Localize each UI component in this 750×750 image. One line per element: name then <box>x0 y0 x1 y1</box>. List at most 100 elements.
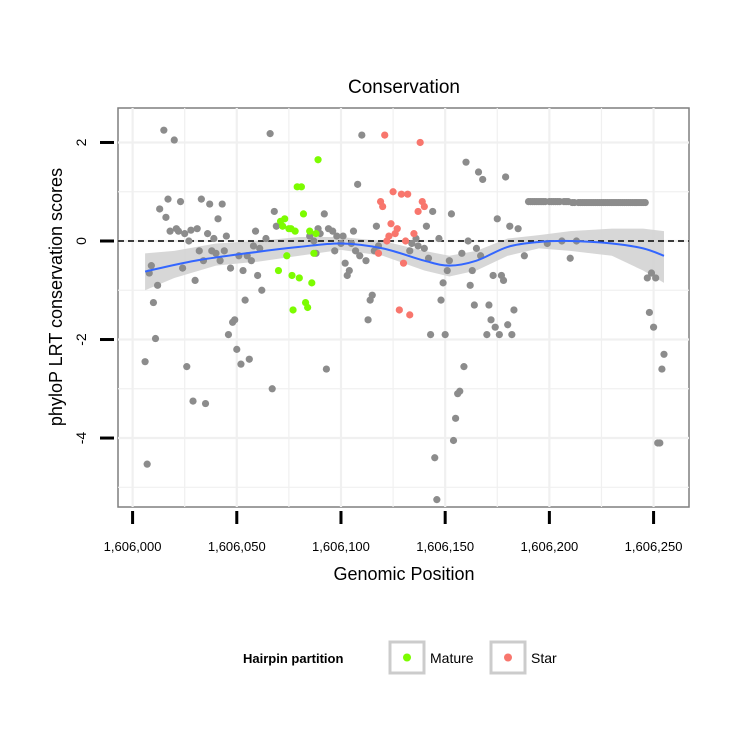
point-other <box>354 180 362 188</box>
point-other <box>339 232 347 240</box>
chart-title: Conservation <box>348 77 460 98</box>
point-other <box>368 291 376 299</box>
point-other <box>222 232 230 240</box>
y-axis-label: phyloP LRT conservation scores <box>46 168 66 426</box>
point-other <box>214 215 222 223</box>
point-other <box>474 168 483 176</box>
point-other <box>187 226 195 234</box>
point-other <box>372 222 381 230</box>
point-other <box>422 222 431 230</box>
point-other <box>437 296 445 304</box>
smooth-line <box>144 239 665 273</box>
legend-marker-mature <box>403 653 411 662</box>
point-other <box>249 242 258 250</box>
plot-panel <box>117 107 690 508</box>
point-other <box>245 355 253 363</box>
point-mature <box>314 156 322 164</box>
point-other <box>364 316 372 324</box>
legend-label-mature: Mature <box>430 650 474 666</box>
x-tick-label: 1,606,150 <box>416 539 474 554</box>
point-mature <box>297 183 305 191</box>
series-mature <box>274 156 322 314</box>
point-other <box>141 358 149 366</box>
point-other <box>185 237 193 245</box>
point-star <box>379 202 387 211</box>
point-other <box>660 350 668 358</box>
point-other <box>435 234 443 243</box>
point-other <box>447 210 456 218</box>
point-other <box>239 266 247 275</box>
point-other <box>254 271 262 280</box>
point-other <box>356 252 364 260</box>
point-other <box>258 286 266 294</box>
point-star <box>399 259 408 267</box>
point-star <box>374 249 383 257</box>
point-other <box>224 330 233 339</box>
point-other <box>658 365 666 373</box>
point-other <box>433 496 441 504</box>
point-star <box>410 230 418 238</box>
point-other <box>329 227 337 235</box>
point-other <box>322 365 330 373</box>
series-other <box>141 126 668 504</box>
point-other <box>306 232 314 240</box>
point-other <box>218 200 226 208</box>
point-other <box>149 298 158 307</box>
legend-marker-star <box>504 653 512 662</box>
legend: Hairpin partition Mature Star <box>243 640 557 675</box>
point-mature <box>274 266 283 275</box>
point-other <box>495 330 503 339</box>
point-other <box>487 316 495 324</box>
point-other <box>426 330 435 339</box>
point-other <box>272 222 280 230</box>
point-mature <box>308 279 316 287</box>
point-mature <box>299 210 308 218</box>
point-other <box>441 330 449 339</box>
point-other <box>506 222 514 230</box>
point-other <box>256 244 264 252</box>
x-axis: 1,606,000 1,606,050 1,606,100 1,606,150 1,60… <box>104 511 683 554</box>
point-other <box>566 254 574 262</box>
point-other <box>147 262 155 270</box>
y-tick-label: 2 <box>73 138 89 146</box>
point-other <box>174 227 183 235</box>
legend-label-star: Star <box>531 650 557 666</box>
x-tick-label: 1,606,100 <box>312 539 370 554</box>
point-other <box>502 173 510 181</box>
point-mature <box>295 274 303 282</box>
point-star <box>397 190 406 198</box>
point-star <box>385 232 393 240</box>
point-other <box>456 387 464 395</box>
point-other <box>424 254 433 262</box>
y-tick-label: -2 <box>73 333 89 346</box>
point-other <box>472 244 481 252</box>
point-other <box>406 247 414 255</box>
point-other <box>262 234 270 243</box>
point-other <box>460 363 468 371</box>
y-axis: -4 -2 0 2 <box>73 138 114 444</box>
point-other <box>647 269 656 277</box>
point-mature <box>306 227 314 235</box>
x-tick-label: 1,606,250 <box>625 539 683 554</box>
point-mature <box>288 271 296 280</box>
point-other <box>408 239 416 248</box>
point-star <box>414 207 422 216</box>
point-mature <box>310 249 318 257</box>
y-tick-label: 0 <box>73 237 89 245</box>
data-points <box>141 126 668 504</box>
point-other <box>520 252 528 260</box>
point-other <box>443 266 451 275</box>
point-other <box>201 399 210 408</box>
point-other <box>233 345 241 353</box>
point-other <box>320 210 328 218</box>
point-other <box>206 200 214 208</box>
point-other <box>420 244 428 252</box>
x-tick-label: 1,606,050 <box>208 539 266 554</box>
point-other <box>181 230 189 238</box>
point-other <box>268 385 276 393</box>
point-star <box>381 131 389 139</box>
x-axis-label: Genomic Position <box>333 564 474 584</box>
point-other <box>491 323 499 331</box>
point-star <box>395 306 403 314</box>
point-mature <box>291 227 299 235</box>
